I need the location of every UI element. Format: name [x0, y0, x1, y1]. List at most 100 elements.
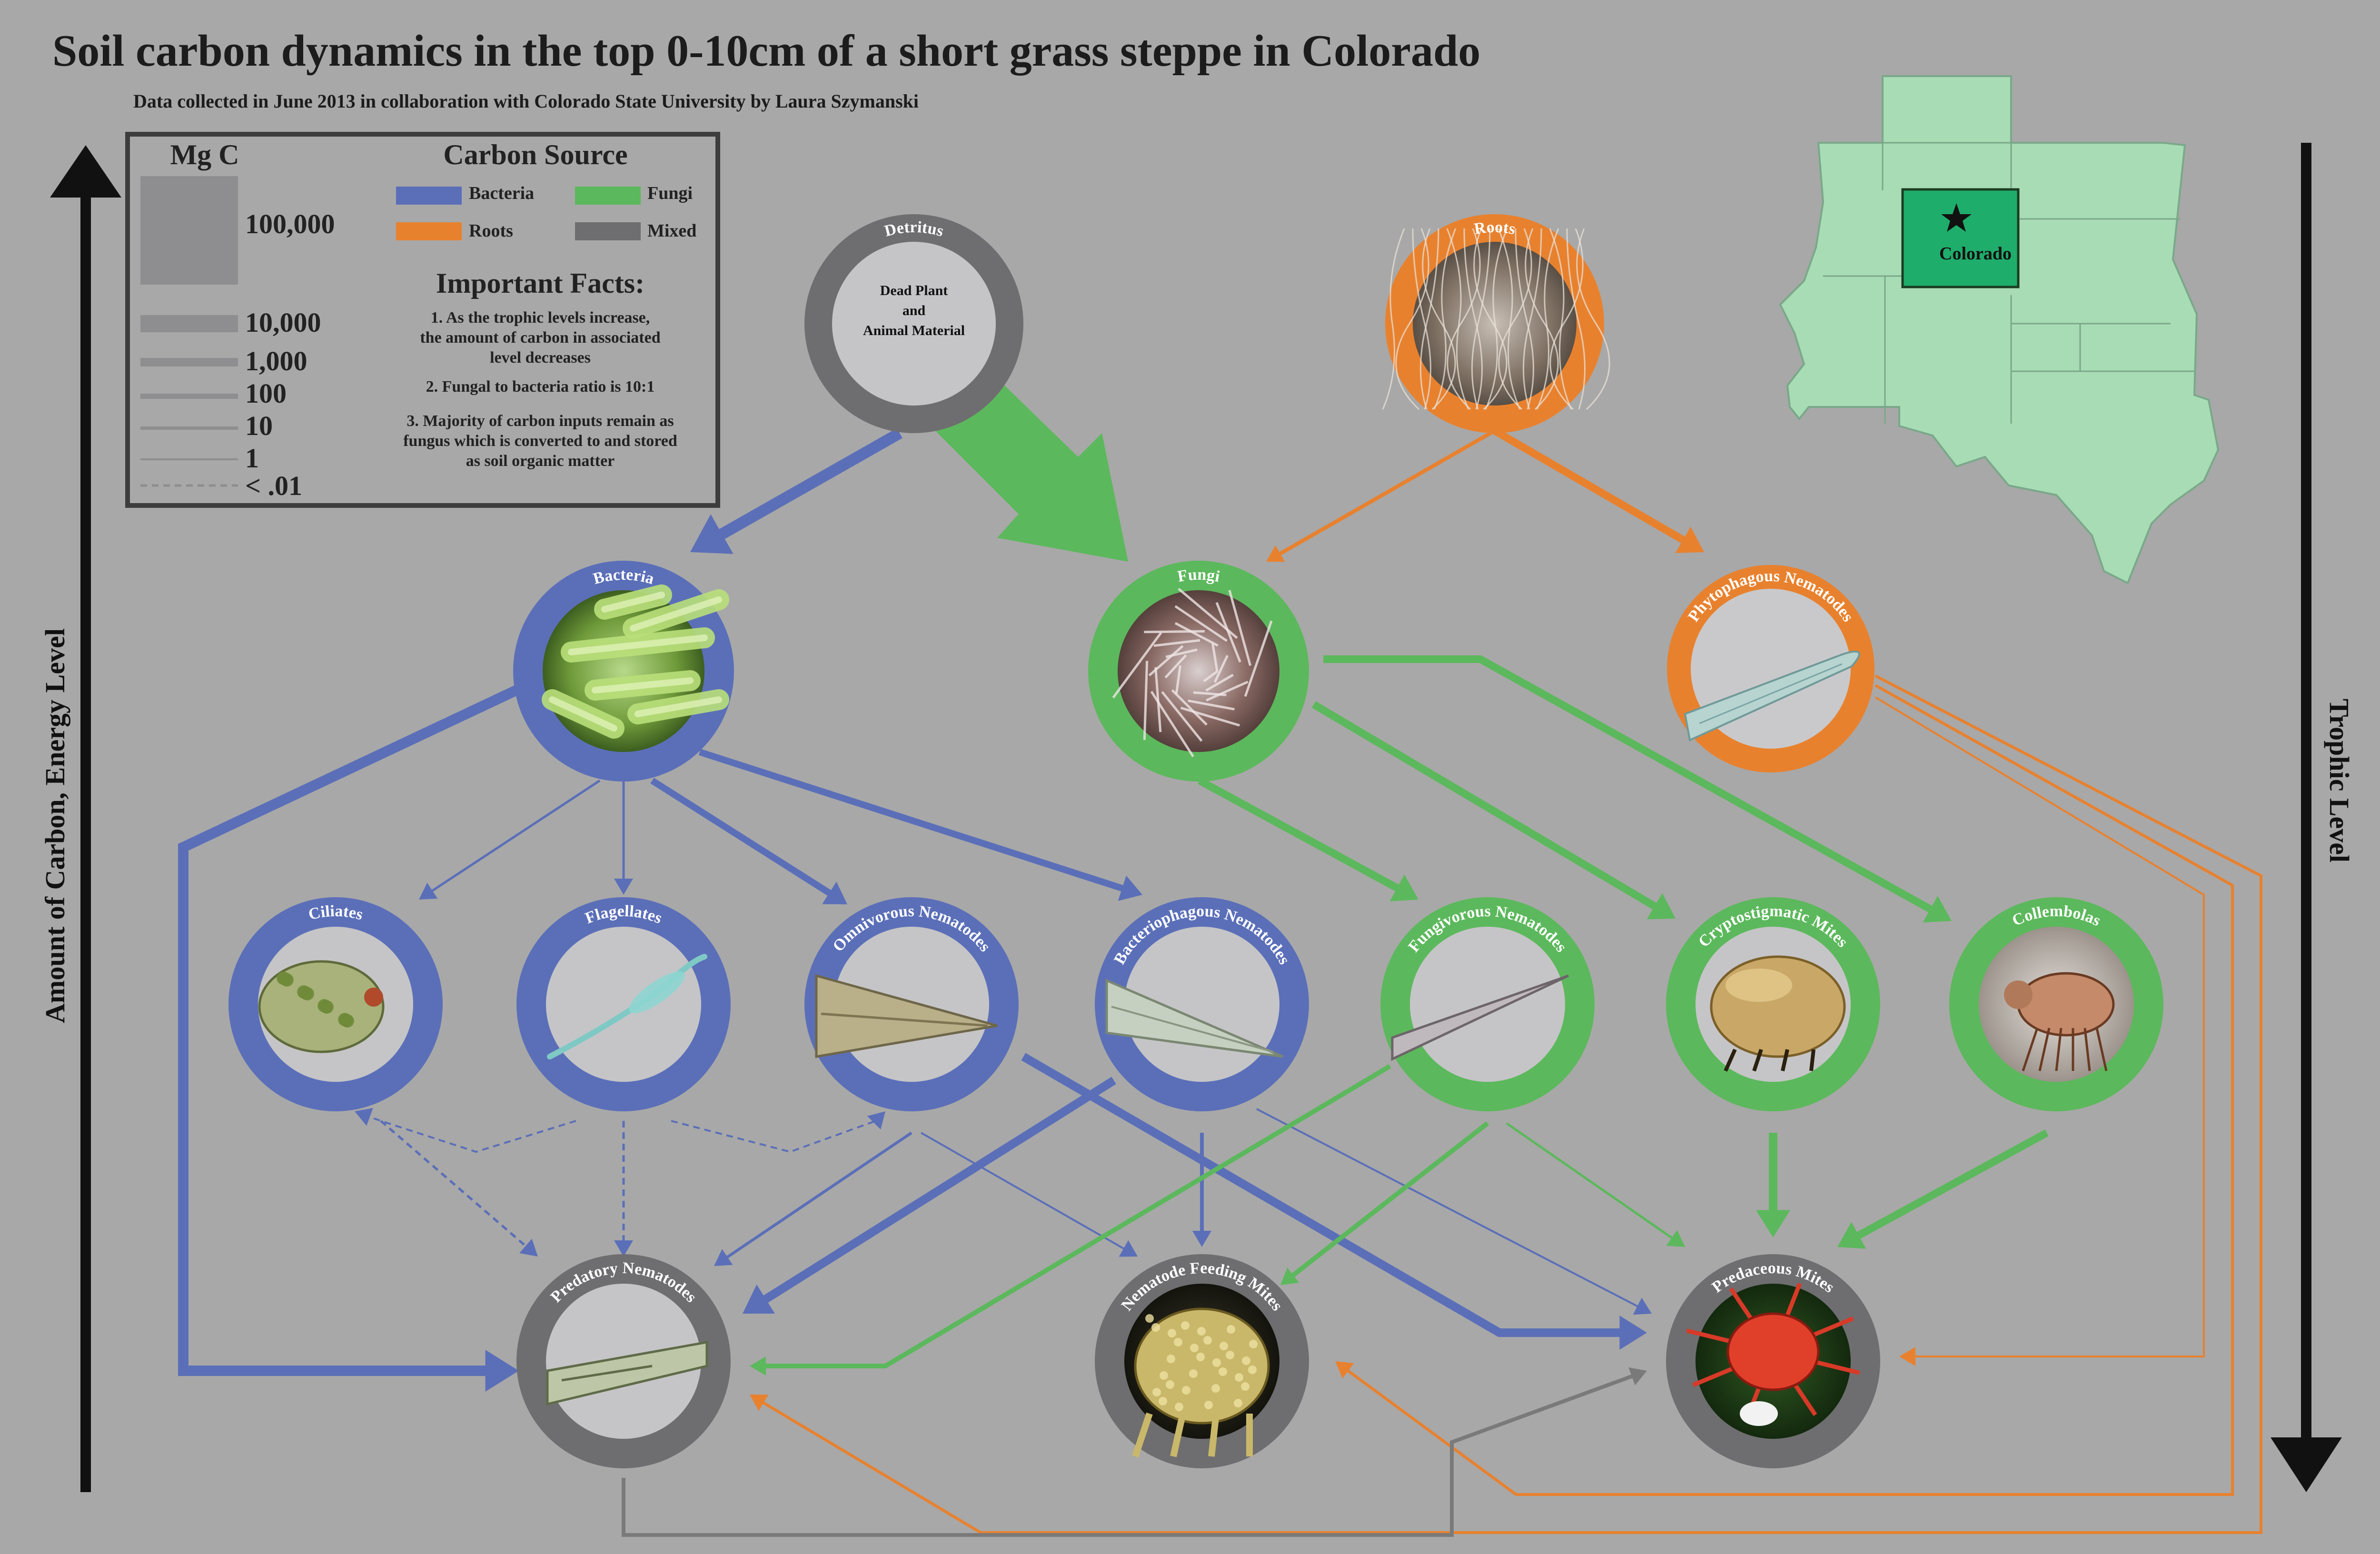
flagellates-illustration-icon	[547, 954, 707, 1059]
arrowhead-icon	[614, 1240, 633, 1257]
connector-line	[1198, 777, 1401, 893]
roots-to-phytophagous-arrow	[1492, 427, 1704, 554]
connector-line	[764, 1064, 1391, 1368]
predatory-to-ciliates-dash	[355, 1108, 576, 1153]
connector-line	[380, 1120, 528, 1248]
node-cryptostigmatic-mites: Cryptostigmatic Mites	[1666, 897, 1880, 1111]
fact-line: level decreases	[490, 349, 591, 366]
arrowhead-icon	[750, 1395, 769, 1411]
cryptostigmatic-to-predaceous-arrow	[1756, 1133, 1790, 1237]
arrowhead-icon	[1923, 896, 1952, 923]
arrowhead-icon	[485, 1350, 519, 1392]
node-predatory-nematodes: Predatory Nematodes	[516, 1254, 731, 1468]
map-region-shape	[1779, 75, 2220, 584]
connector-line	[761, 1077, 1116, 1305]
connector-line	[650, 778, 833, 897]
node-roots: Roots	[1382, 214, 1610, 433]
connector-line	[725, 1131, 912, 1259]
scale-swatch-100	[140, 394, 238, 399]
connector-line	[671, 1120, 877, 1153]
bacteria-illustration-icon	[542, 584, 729, 739]
fact-line: 1. As the trophic levels increase,	[431, 309, 650, 327]
bacteria-to-ciliates-arrow	[419, 779, 601, 900]
connector-line	[1021, 1053, 1623, 1337]
arrowhead-icon	[1389, 874, 1418, 901]
fungi-to-collembolas-arrow	[1323, 655, 1952, 923]
node-label: Fungi	[1176, 566, 1221, 586]
connector-line	[430, 779, 601, 893]
node-inner	[832, 242, 996, 406]
node-fungi: Fungi	[1088, 561, 1309, 782]
scale-label-1000: 1,000	[245, 346, 307, 376]
colorado-state-highlight	[1901, 188, 2020, 288]
fungivorous-to-nfm-arrow	[1280, 1121, 1489, 1285]
connector-line	[1256, 1108, 1639, 1308]
fungivorous-to-predatory-arrow	[750, 1064, 1391, 1376]
ciliates-illustration-icon	[258, 960, 385, 1053]
scale-swatch-1	[140, 458, 238, 460]
map-colorado-label: Colorado	[1939, 244, 2012, 264]
arrowhead-icon	[1335, 1361, 1354, 1379]
source-swatch-roots	[396, 222, 462, 240]
fact-line: fungus which is converted to and stored	[403, 432, 677, 450]
fungivorous-illustration-icon	[1391, 974, 1569, 1061]
scale-swatch-1000	[140, 358, 238, 366]
connector-line	[716, 428, 902, 541]
node-omnivorous-nematodes: Omnivorous Nematodes	[804, 897, 1019, 1111]
fact-line: as soil organic matter	[466, 452, 615, 470]
fungi-illustration-icon	[1112, 588, 1273, 757]
arrowhead-icon	[1899, 1347, 1915, 1366]
detritus-to-fungi-arrow	[914, 376, 1128, 562]
node-nematode-feeding-mites: Nematode Feeding Mites	[1095, 1254, 1309, 1468]
arrowhead-icon	[614, 879, 633, 895]
arrowhead-icon	[867, 1111, 885, 1130]
legend-source-title: Carbon Source	[443, 139, 627, 170]
connector-line	[1346, 684, 2234, 1496]
source-swatch-mixed	[575, 222, 641, 240]
connector-line	[1311, 701, 1659, 911]
phytophagous-illustration-icon	[1684, 650, 1860, 742]
arrowhead-icon	[1837, 1222, 1866, 1249]
scale-label-100: 100	[245, 378, 287, 409]
ciliates-to-predatory-arrow	[380, 1120, 538, 1257]
node-predaceous-mites: Predaceous Mites	[1666, 1254, 1880, 1468]
node-bacteria: Bacteria	[513, 561, 734, 782]
star-icon	[1941, 203, 1972, 232]
node-inner	[546, 927, 701, 1082]
left-axis-label: Amount of Carbon, Energy Level	[40, 628, 70, 1023]
roots-to-fungi-arrow	[1266, 429, 1496, 562]
detritus-inner-text: Animal Material	[863, 323, 965, 338]
connector-line	[698, 749, 1125, 892]
facts-title: Important Facts:	[436, 267, 645, 299]
arrowhead-icon	[750, 1356, 766, 1376]
collembolas-to-predaceous-arrow	[1837, 1129, 2049, 1249]
scale-label-1: 1	[245, 443, 259, 474]
arrowhead-icon	[690, 514, 734, 554]
predatory-illustration-icon	[546, 1341, 708, 1406]
connector-line	[368, 1115, 576, 1153]
omnivorous-to-predaceous-arrow	[1021, 1053, 1647, 1350]
scale-label-lt001: < .01	[245, 470, 302, 501]
fungi-to-cryptostigmatic-arrow	[1311, 701, 1676, 920]
fact-line: 2. Fungal to bacteria ratio is 10:1	[426, 378, 655, 396]
node-collembolas: Collembolas	[1949, 897, 2163, 1111]
bacteriophagous-illustration-icon	[1105, 979, 1283, 1058]
bacteria-to-omnivorous-arrow	[650, 778, 847, 904]
fungi-to-fungivorous-arrow	[1198, 777, 1418, 901]
source-label-mixed: Mixed	[647, 221, 696, 241]
facts-list: 1. As the trophic levels increase, the am…	[403, 309, 677, 470]
omnivorous-to-predatory-arrow	[714, 1131, 912, 1266]
arrowhead-icon	[1619, 1316, 1647, 1350]
arrowhead-icon	[714, 1249, 733, 1266]
bacteria-to-flagellates-arrow	[614, 781, 633, 895]
arrowhead-icon	[1666, 1230, 1685, 1247]
region-map: Colorado	[1779, 75, 2220, 584]
source-label-roots: Roots	[469, 221, 513, 241]
food-web-connectors	[178, 376, 2262, 1537]
left-axis: Amount of Carbon, Energy Level	[40, 145, 121, 1492]
nematode-feeding-illustration-icon	[1132, 1307, 1270, 1458]
arrowhead-icon	[519, 1238, 538, 1257]
arrowhead-icon	[1266, 545, 1285, 562]
bacteriophagous-to-nfm-arrow	[1192, 1133, 1211, 1247]
